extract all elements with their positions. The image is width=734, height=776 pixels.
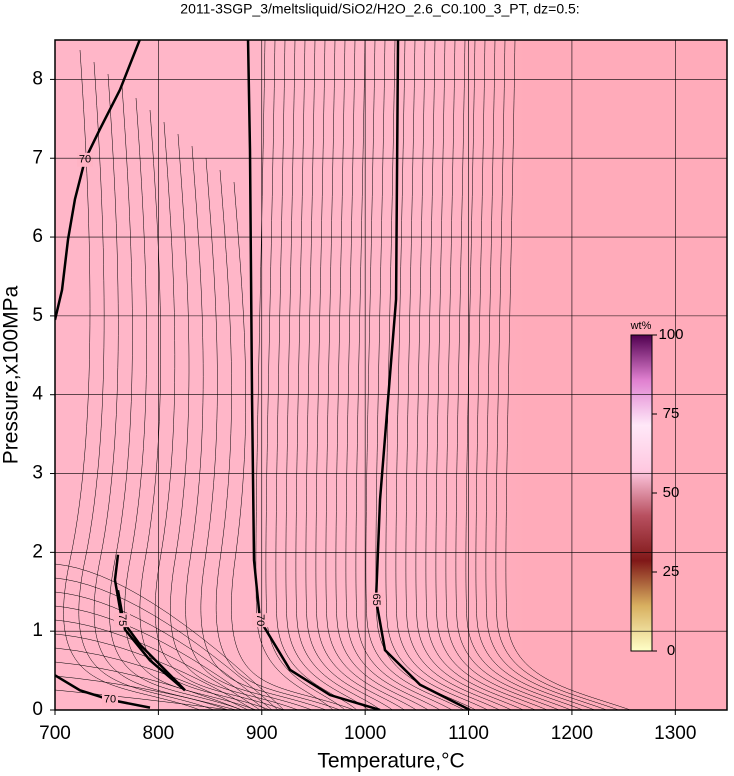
x-tick-label: 1100 (448, 723, 489, 744)
minor-contour (265, 40, 346, 710)
minor-contour (55, 647, 249, 710)
minor-contour (185, 145, 313, 710)
y-tick-label: 3 (32, 463, 43, 484)
y-tick-label: 7 (32, 147, 43, 168)
minor-contour (485, 40, 607, 710)
minor-contour (109, 85, 243, 710)
x-tick-label: 1200 (551, 723, 593, 744)
contour-label: 70 (254, 614, 266, 626)
contour-line (55, 674, 151, 709)
y-tick-label: 5 (32, 305, 43, 326)
x-axis-label: Temperature,°C (317, 750, 464, 773)
minor-contour (55, 577, 279, 710)
minor-contour (170, 133, 299, 710)
minor-contour (93, 73, 229, 710)
minor-contour (155, 121, 285, 710)
contour-label-bg (368, 592, 385, 607)
minor-contour (55, 563, 285, 710)
contour-label: 70 (79, 154, 91, 166)
minor-contour (445, 40, 560, 710)
minor-contour (78, 61, 215, 710)
minor-contour (425, 40, 536, 710)
minor-contour (55, 675, 237, 710)
y-axis-label: Pressure,x100MPa (0, 285, 23, 464)
contour-line (55, 40, 142, 321)
colorbar-label: wt% (630, 320, 652, 332)
y-tick-label: 1 (32, 620, 43, 641)
y-tick-label: 2 (32, 541, 43, 562)
minor-contour (325, 40, 417, 710)
contour-label-bg (76, 152, 93, 167)
minor-contour (55, 619, 261, 710)
minor-contour (395, 40, 500, 710)
minor-contour (435, 40, 548, 710)
minor-contours (55, 40, 631, 710)
minor-contour (55, 661, 243, 710)
x-tick-label: 1300 (654, 723, 696, 744)
minor-contour (385, 40, 488, 710)
minor-contour (55, 605, 267, 710)
minor-contour (475, 40, 595, 710)
minor-contour (55, 591, 273, 710)
minor-contour (275, 40, 357, 710)
contour-label: 65 (370, 594, 382, 606)
contour-line (246, 40, 381, 710)
contour-label: 70 (104, 694, 116, 706)
minor-contour (215, 169, 341, 710)
colorbar-tick-label: 25 (663, 563, 680, 580)
minor-contour (200, 157, 327, 710)
chart-title: 2011-3SGP_3/meltsliquid/SiO2/H2O_2.6_C0.… (180, 1, 579, 17)
y-tick-label: 0 (32, 699, 43, 720)
major-contours: 70 70 65 75 70 (55, 40, 471, 710)
minor-contour (55, 689, 231, 710)
minor-contour (305, 40, 393, 710)
minor-contour (495, 40, 619, 710)
x-tick-label: 800 (143, 723, 175, 744)
colorbar-tick-label: 50 (663, 484, 680, 501)
colorbar-tick-label: 0 (667, 642, 675, 659)
minor-contour (295, 40, 381, 710)
minor-contour (231, 181, 355, 710)
colorbar-tick-label: 75 (663, 405, 680, 422)
contour-label-bg (252, 613, 269, 628)
minor-contour (355, 40, 453, 710)
contour-label-bg (113, 613, 130, 628)
contour-label: 75 (116, 614, 128, 626)
minor-contour (405, 40, 512, 710)
x-tick-label: 700 (39, 723, 71, 744)
colorbar-tick-label: 100 (658, 326, 683, 343)
colorbar (630, 334, 653, 652)
minor-contour (63, 49, 201, 710)
minor-contour (505, 40, 631, 710)
y-tick-label: 6 (32, 226, 43, 247)
y-tick-label: 4 (32, 384, 43, 405)
minor-contour (335, 40, 429, 710)
minor-contour (345, 40, 441, 710)
x-tick-label: 1000 (344, 723, 386, 744)
minor-contour (315, 40, 405, 710)
minor-contour (455, 40, 572, 710)
minor-contour (365, 40, 465, 710)
contour-line (113, 554, 186, 692)
contour-label-bg (102, 692, 119, 707)
minor-contour (465, 40, 583, 710)
minor-contour (285, 40, 369, 710)
x-tick-label: 900 (246, 723, 278, 744)
minor-contour (415, 40, 524, 710)
y-tick-label: 8 (32, 68, 43, 89)
